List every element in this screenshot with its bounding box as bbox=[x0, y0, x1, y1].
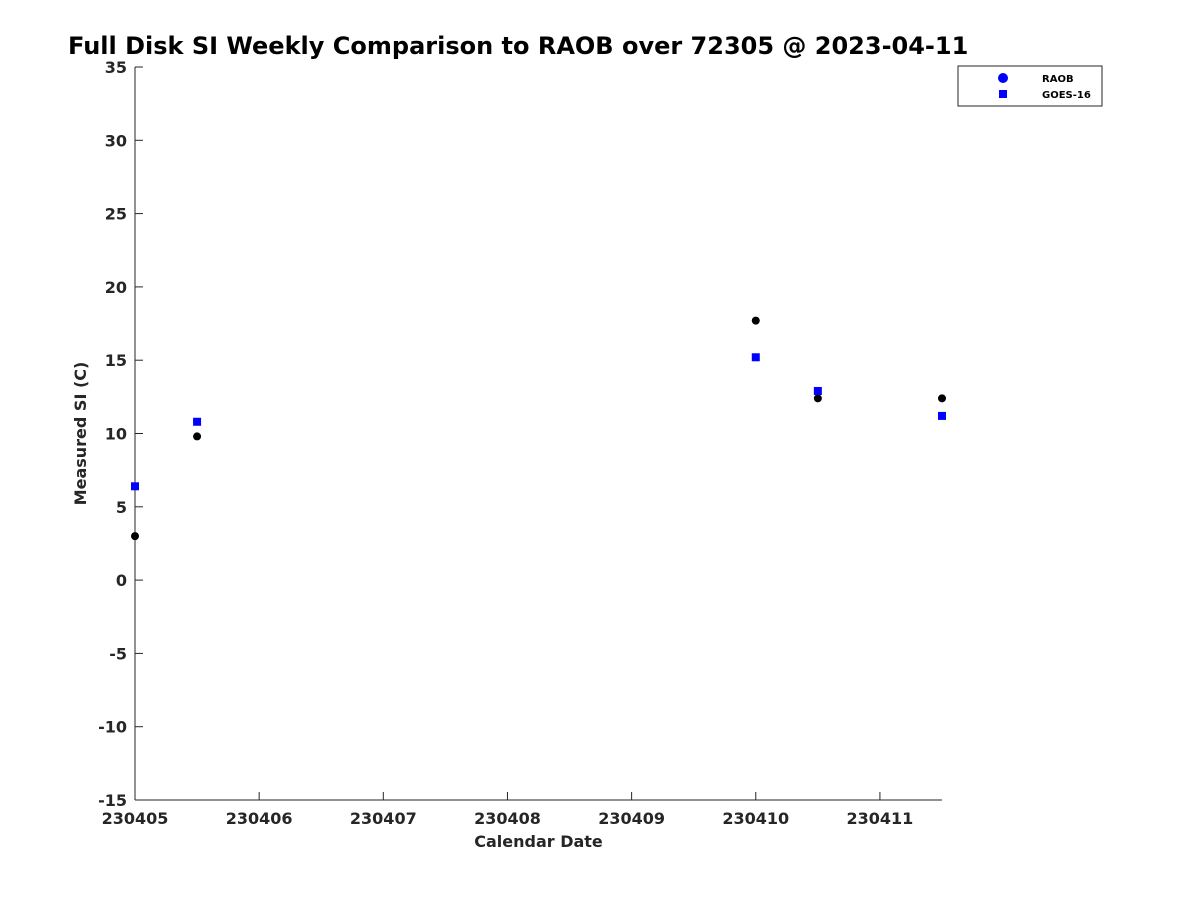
raob-point bbox=[938, 394, 946, 403]
x-tick-label: 230405 bbox=[102, 809, 169, 828]
raob-point bbox=[193, 432, 202, 441]
raob-point bbox=[751, 316, 760, 325]
goes-16-point bbox=[813, 386, 822, 395]
y-tick-label: 15 bbox=[105, 351, 127, 370]
raob-point bbox=[131, 532, 139, 541]
legend-label-goes-16: GOES-16 bbox=[1042, 90, 1091, 101]
x-axis-label: Calendar Date bbox=[474, 832, 603, 851]
y-tick-label: -5 bbox=[109, 644, 127, 663]
y-tick-label: -10 bbox=[98, 718, 127, 737]
y-tick-label: 25 bbox=[105, 205, 127, 224]
y-tick-label: 20 bbox=[105, 278, 127, 297]
x-tick-label: 230407 bbox=[350, 809, 417, 828]
legend-marker-goes-16 bbox=[999, 90, 1007, 98]
raob-point bbox=[813, 394, 822, 403]
goes-16-point bbox=[938, 411, 946, 420]
x-tick-label: 230410 bbox=[722, 809, 789, 828]
x-tick-label: 230411 bbox=[847, 809, 914, 828]
x-tick-label: 230406 bbox=[226, 809, 293, 828]
chart-legend: RAOB GOES-16 bbox=[957, 65, 1103, 107]
y-axis-ticks: -15 -10 -5 0 5 10 15 20 25 30 35 bbox=[98, 58, 143, 810]
x-tick-label: 230409 bbox=[598, 809, 665, 828]
legend-label-raob: RAOB bbox=[1042, 74, 1074, 85]
goes-16-point bbox=[193, 417, 202, 426]
plot-axes bbox=[134, 67, 942, 801]
x-axis-ticks: 230405 230406 230407 230408 230409 230410 2304… bbox=[102, 792, 914, 828]
y-tick-label: 10 bbox=[105, 425, 127, 444]
legend-marker-raob bbox=[998, 73, 1008, 83]
data-points bbox=[131, 316, 946, 541]
goes-16-point bbox=[131, 482, 139, 491]
goes-16-point bbox=[751, 353, 760, 362]
y-tick-label: -15 bbox=[98, 791, 127, 810]
chart-title: Full Disk SI Weekly Comparison to RAOB o… bbox=[68, 32, 968, 60]
y-tick-label: 30 bbox=[105, 131, 127, 150]
y-axis-label: Measured SI (C) bbox=[71, 362, 90, 506]
y-tick-label: 35 bbox=[105, 58, 127, 77]
x-tick-label: 230408 bbox=[474, 809, 541, 828]
y-tick-label: 5 bbox=[116, 498, 127, 517]
y-tick-label: 0 bbox=[116, 571, 127, 590]
legend-box bbox=[957, 65, 1103, 107]
